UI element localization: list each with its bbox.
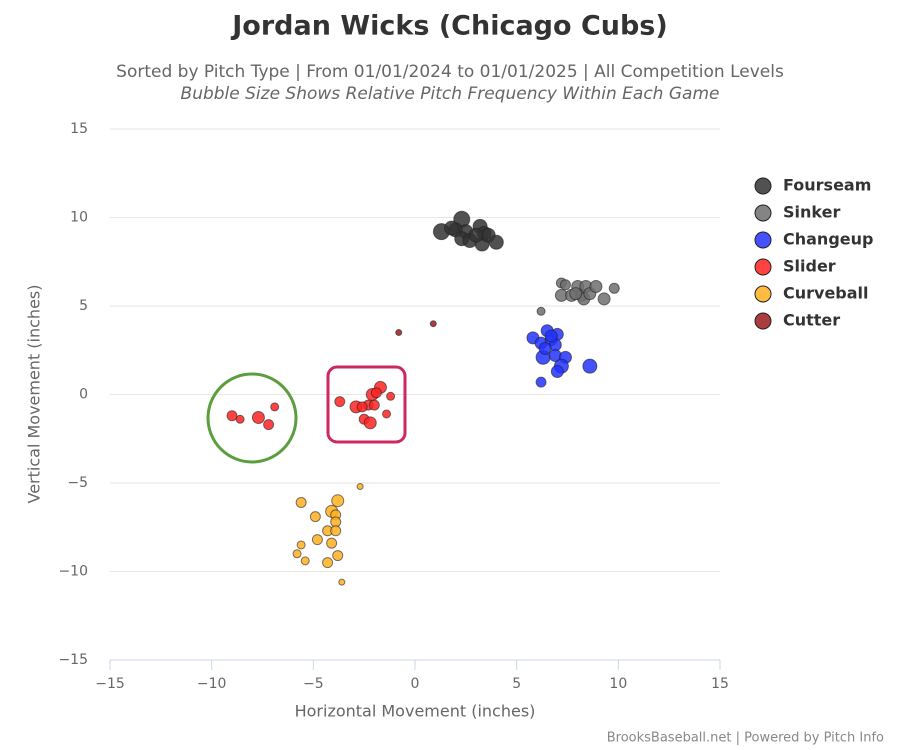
legend-marker: [754, 258, 772, 276]
annotation-box: [326, 365, 407, 444]
bubble: [334, 396, 346, 408]
credit: BrooksBaseball.net | Powered by Pitch In…: [607, 731, 884, 746]
legend-label[interactable]: Fourseam: [783, 176, 871, 195]
bubble: [332, 550, 344, 562]
bubble: [309, 511, 321, 523]
y-tick-label: 15: [70, 121, 88, 137]
bubble: [330, 525, 342, 537]
bubble: [559, 279, 571, 291]
bubble: [326, 537, 338, 549]
legend-marker: [754, 231, 772, 249]
legend-label[interactable]: Sinker: [783, 203, 840, 222]
bubble: [322, 557, 334, 569]
chart-subtitle: Bubble Size Shows Relative Pitch Frequen…: [181, 84, 720, 104]
bubble: [292, 549, 302, 559]
bubble: [311, 534, 323, 546]
annotation-circle: [206, 372, 298, 464]
bubble: [356, 483, 364, 491]
x-tick-label: 0: [411, 676, 420, 692]
legend-item[interactable]: Changeup: [754, 230, 873, 249]
legend-item[interactable]: Sinker: [754, 203, 840, 222]
legend-marker: [754, 204, 772, 222]
x-tick-label: 10: [609, 676, 627, 692]
bubble: [544, 329, 558, 343]
bubble: [356, 401, 368, 413]
x-tick-label: −5: [303, 676, 324, 692]
legend-item[interactable]: Curveball: [754, 284, 869, 303]
bubble: [536, 306, 546, 316]
legend-marker: [754, 285, 772, 303]
bubble: [270, 402, 280, 412]
bubble: [550, 364, 564, 378]
bubble: [597, 292, 611, 306]
legend-label[interactable]: Cutter: [783, 311, 840, 330]
bubble: [444, 220, 460, 236]
legend-item[interactable]: Fourseam: [754, 176, 871, 195]
x-tick-label: −10: [197, 676, 227, 692]
bubble: [368, 399, 380, 411]
bubble: [338, 578, 346, 586]
bubble: [251, 411, 265, 425]
bubble: [296, 540, 306, 550]
bubble: [295, 496, 307, 508]
bubble: [226, 410, 238, 422]
x-axis-label: Horizontal Movement (inches): [295, 702, 536, 721]
bubble: [608, 282, 620, 294]
bubble: [538, 341, 552, 355]
y-tick-label: −15: [58, 652, 88, 668]
legend-label[interactable]: Curveball: [783, 284, 869, 303]
legend-label[interactable]: Changeup: [783, 230, 873, 249]
chart-title: Jordan Wicks (Chicago Cubs): [230, 11, 667, 42]
legend-item[interactable]: Slider: [754, 257, 836, 276]
y-tick-label: 0: [79, 387, 88, 403]
bubble: [569, 287, 583, 301]
bubble: [370, 387, 382, 399]
bubble: [395, 329, 403, 337]
bubble: [331, 494, 345, 508]
bubble: [300, 556, 310, 566]
bubble: [589, 280, 603, 294]
legend-label[interactable]: Slider: [783, 257, 836, 276]
y-tick-label: 5: [79, 298, 88, 314]
plot-area: −15 −10 −5 0 5 10 15 −15 −10 −5 0 5 10 15: [58, 121, 728, 692]
x-tick-label: −15: [95, 676, 125, 692]
y-tick-label: −5: [67, 475, 88, 491]
y-tick-label: 10: [70, 210, 88, 226]
legend-marker: [754, 312, 772, 330]
bubble: [235, 414, 245, 424]
y-axis-label: Vertical Movement (inches): [25, 285, 44, 504]
bubble: [263, 419, 275, 431]
x-tick-label: 5: [512, 676, 521, 692]
bubble: [386, 391, 396, 401]
y-tick-label: −10: [58, 564, 88, 580]
bubble: [363, 416, 377, 430]
bubble: [488, 234, 504, 250]
bubble: [468, 227, 484, 243]
bubble: [382, 409, 392, 419]
bubble: [582, 358, 598, 374]
legend-item[interactable]: Cutter: [754, 311, 840, 330]
bubble: [429, 320, 437, 328]
legend-marker: [754, 177, 772, 195]
chart-subtitle: Sorted by Pitch Type | From 01/01/2024 t…: [116, 62, 784, 82]
bubble: [535, 376, 547, 388]
x-tick-label: 15: [711, 676, 729, 692]
